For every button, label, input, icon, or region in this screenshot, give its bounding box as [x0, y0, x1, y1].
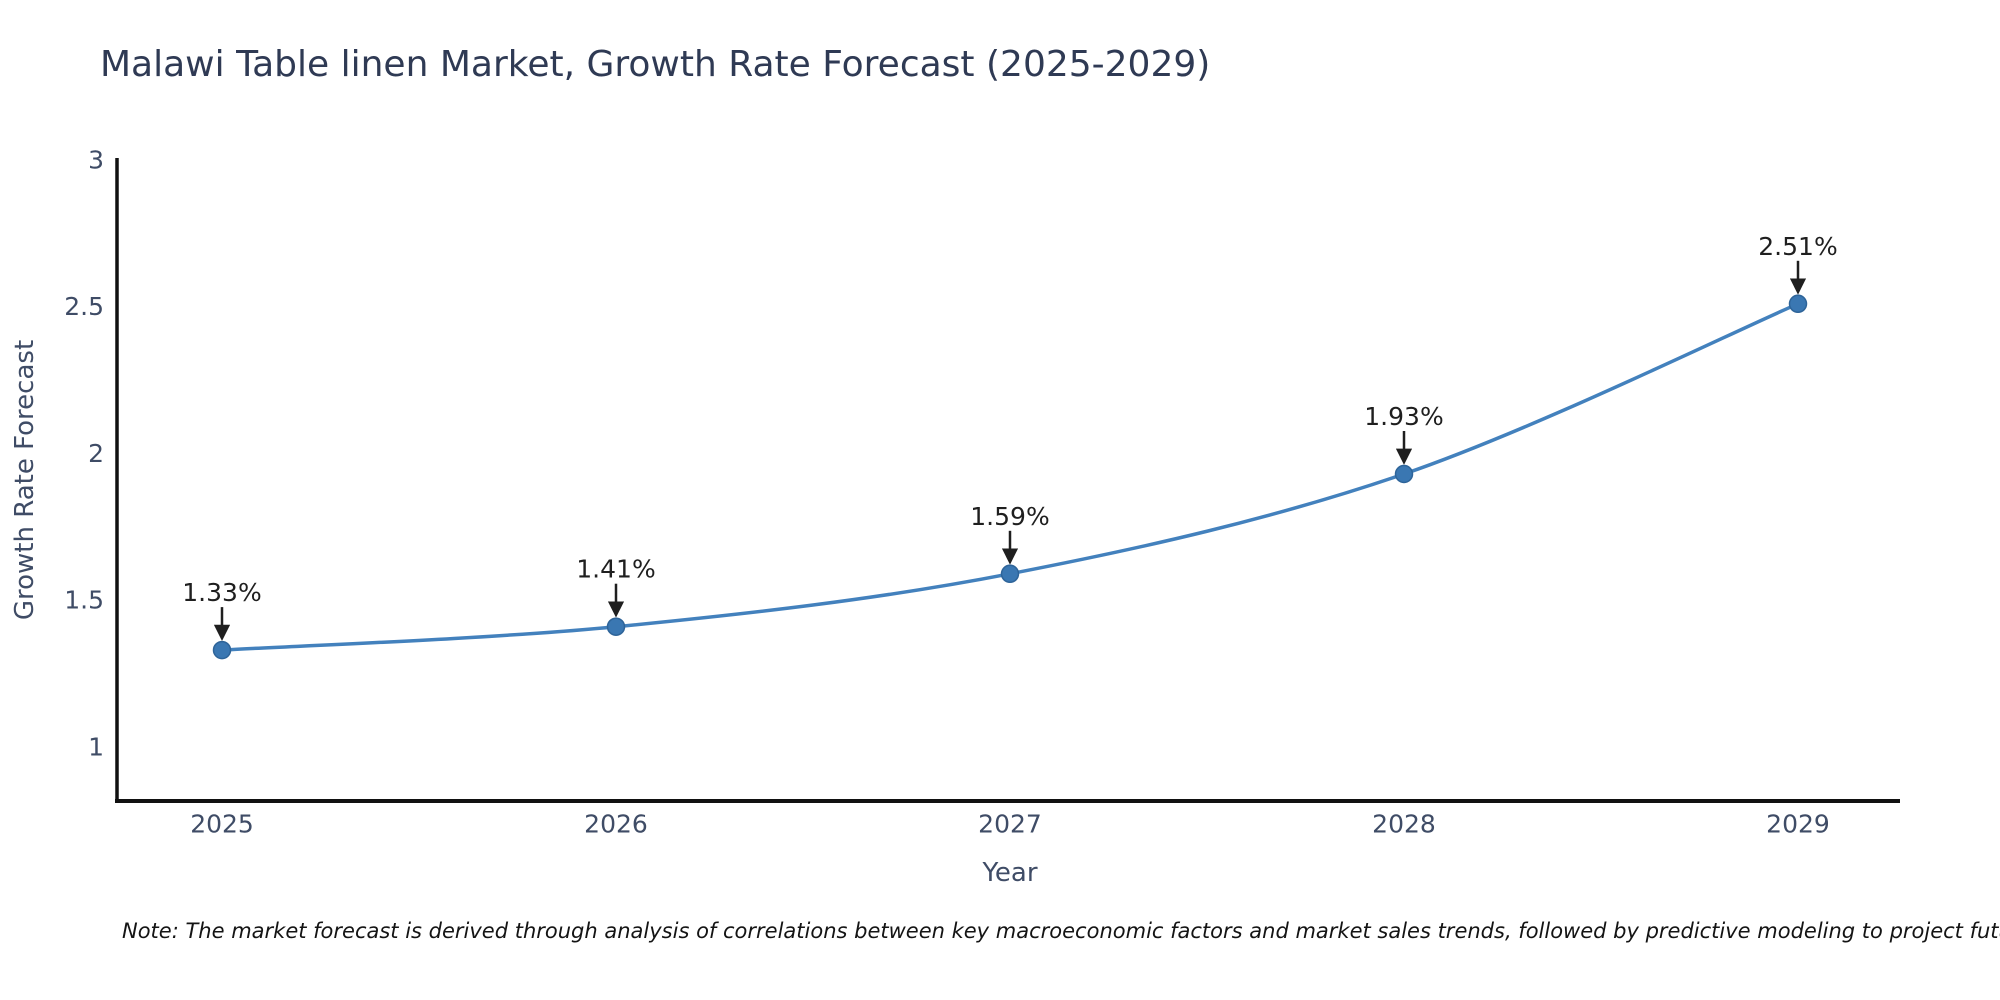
data-point-2027[interactable] — [1000, 564, 1020, 584]
data-point-2026[interactable] — [606, 617, 626, 636]
y-axis-ticks: 1 1.5 2 2.5 3 — [64, 146, 104, 762]
x-tick-label: 2029 — [1766, 810, 1830, 839]
y-axis-title: Growth Rate Forecast — [10, 340, 40, 620]
data-point-2025[interactable] — [212, 640, 232, 660]
x-tick-label: 2025 — [190, 810, 254, 839]
data-point-2028[interactable] — [1394, 464, 1414, 484]
point-annotations: 1.33% 1.41% 1.59% 1.93% 2.51% — [182, 232, 1838, 641]
x-axis-ticks: 2025 2026 2027 2028 2029 — [190, 810, 1830, 839]
annotation-label-2029: 2.51% — [1758, 232, 1837, 261]
y-tick-label: 2 — [88, 439, 104, 468]
data-points — [212, 294, 1808, 660]
footnote: Note: The market forecast is derived thr… — [122, 919, 2000, 943]
x-tick-label: 2028 — [1372, 810, 1436, 839]
y-tick-label: 3 — [88, 146, 104, 175]
annotation-label-2027: 1.59% — [970, 502, 1049, 531]
y-tick-label: 1.5 — [64, 586, 104, 615]
x-axis-title: Year — [981, 858, 1037, 888]
axes — [115, 158, 1900, 803]
chart-title: Malawi Table linen Market, Growth Rate F… — [100, 44, 1211, 85]
annotation-label-2026: 1.41% — [576, 555, 655, 584]
annotation-label-2025: 1.33% — [182, 578, 261, 607]
y-tick-label: 1 — [88, 732, 104, 761]
y-tick-label: 2.5 — [64, 292, 104, 321]
x-tick-label: 2027 — [978, 810, 1042, 839]
x-tick-label: 2026 — [584, 810, 648, 839]
data-point-2029[interactable] — [1788, 294, 1808, 314]
annotation-label-2028: 1.93% — [1364, 402, 1443, 431]
series-line — [220, 302, 1800, 652]
